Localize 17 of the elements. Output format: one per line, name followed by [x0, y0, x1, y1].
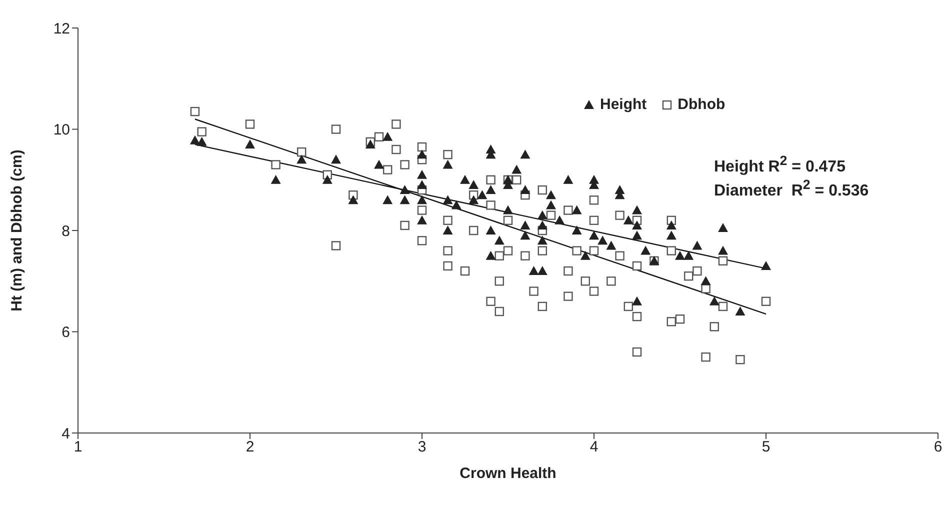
x-tick-label: 1 — [74, 438, 82, 456]
y-axis-title: Ht (m) and Dbhob (cm) — [8, 150, 26, 312]
legend-label: Height — [600, 96, 647, 113]
y-tick-label: 4 — [62, 425, 70, 442]
y-tick-label: 8 — [62, 222, 70, 240]
x-axis-title: Crown Health — [460, 465, 556, 482]
y-tick-label: 6 — [62, 324, 70, 342]
x-tick-label: 6 — [934, 438, 942, 456]
x-tick-label: 2 — [246, 438, 254, 456]
annotation: Height R$^{2}$ = 0.475 — [714, 153, 846, 176]
x-tick-label: 5 — [762, 438, 770, 456]
annotation: Diameter R$^{2}$ = 0.536 — [714, 177, 869, 200]
y-tick-label: 10 — [53, 122, 70, 139]
legend-label: Dbhob — [678, 96, 726, 113]
x-tick-label: 4 — [590, 438, 598, 456]
x-tick-label: 3 — [418, 438, 426, 456]
y-tick-label: 12 — [53, 20, 70, 38]
